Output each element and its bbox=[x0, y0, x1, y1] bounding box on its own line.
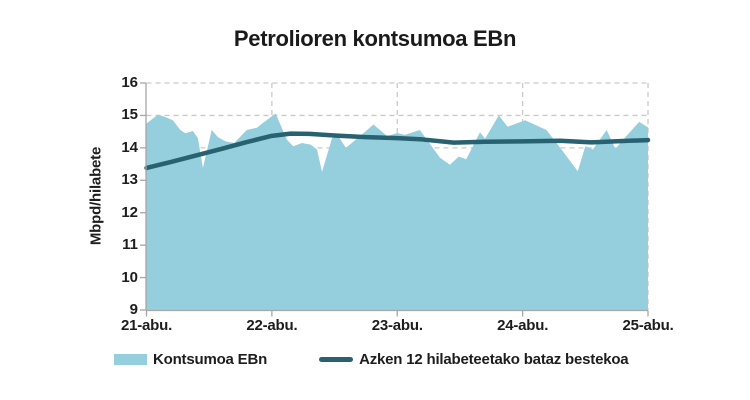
y-tick-label: 13 bbox=[121, 171, 138, 189]
chart-title: Petrolioren kontsumoa EBn bbox=[233, 26, 517, 51]
area-swatch-icon bbox=[114, 354, 147, 365]
y-tick-label: 12 bbox=[121, 203, 138, 221]
legend-label-kontsumoa: Kontsumoa EBn bbox=[153, 351, 268, 368]
line-series-average bbox=[144, 131, 651, 171]
x-tick-label: 24-abu. bbox=[497, 317, 549, 334]
y-tick-label: 15 bbox=[121, 106, 138, 124]
y-tick-label: 9 bbox=[129, 301, 138, 318]
y-tick-label: 10 bbox=[121, 268, 138, 286]
x-tick-label: 21-abu. bbox=[120, 317, 173, 334]
y-tick-label: 11 bbox=[122, 236, 138, 254]
x-tick-label: 22-abu. bbox=[246, 317, 298, 334]
y-tick-label: 14 bbox=[121, 138, 138, 156]
legend-item-average: Azken 12 hilabeteetako bataz bestekoa bbox=[319, 351, 629, 368]
legend-item-kontsumoa: Kontsumoa EBn bbox=[114, 351, 267, 368]
x-tick-label: 23-abu. bbox=[371, 317, 423, 334]
line-swatch-icon bbox=[319, 357, 354, 362]
area-series-kontsumoa bbox=[146, 113, 648, 311]
legend: Kontsumoa EBn Azken 12 hilabeteetako bat… bbox=[114, 351, 629, 368]
x-tick-label: 25-abu. bbox=[622, 317, 674, 334]
y-tick-label: 16 bbox=[121, 74, 138, 91]
legend-label-average: Azken 12 hilabeteetako bataz bestekoa bbox=[359, 351, 629, 368]
